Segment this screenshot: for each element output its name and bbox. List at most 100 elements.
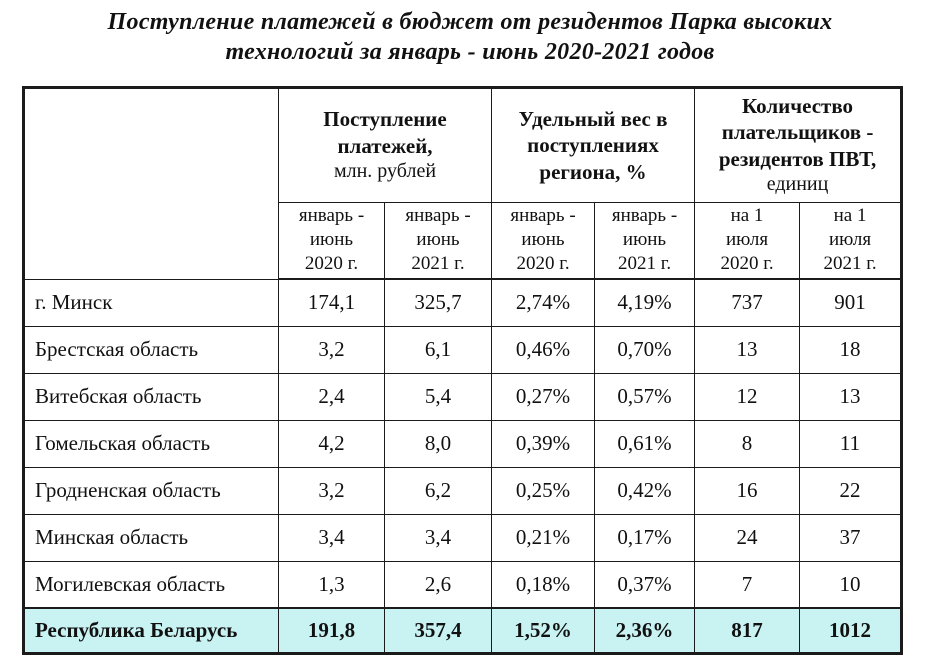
table-row: Могилевская область 1,3 2,6 0,18% 0,37% … — [23, 560, 903, 609]
group-header-payments: Поступление платежей, млн. рублей — [277, 87, 493, 203]
subheader-line: 2020 г. — [720, 253, 774, 275]
subheader-cell: на 1 июля 2020 г. — [694, 201, 801, 281]
subheader-line: июнь — [416, 229, 460, 251]
group-title-line: Поступление — [323, 107, 447, 132]
value-cell: 2,74% — [491, 278, 596, 327]
subheader-line: июнь — [622, 229, 667, 251]
group-subtitle: единиц — [766, 173, 829, 196]
subheader-line: июнь — [521, 229, 565, 251]
total-value-cell: 1,52% — [491, 607, 596, 654]
group-title-line: резидентов ПВТ, — [718, 146, 877, 171]
value-cell: 37 — [799, 513, 903, 562]
value-cell: 4,19% — [594, 278, 696, 327]
value-cell: 8 — [694, 419, 801, 468]
subheader-line: январь - — [611, 204, 678, 226]
value-cell: 11 — [799, 419, 903, 468]
payments-table: Поступление платежей, млн. рублей Удельн… — [22, 86, 904, 655]
value-cell: 2,4 — [278, 372, 385, 421]
value-cell: 0,17% — [594, 513, 696, 562]
subheader-line: июля — [828, 229, 872, 251]
group-title-line: региона, % — [539, 159, 647, 184]
value-cell: 0,42% — [594, 466, 696, 515]
total-row: Республика Беларусь 191,8 357,4 1,52% 2,… — [23, 607, 903, 654]
value-cell: 0,27% — [491, 372, 596, 421]
total-value-cell: 2,36% — [594, 607, 696, 654]
table-row: г. Минск 174,1 325,7 2,74% 4,19% 737 901 — [23, 278, 903, 327]
subheader-line: январь - — [298, 204, 365, 226]
value-cell: 16 — [694, 466, 801, 515]
value-cell: 0,37% — [594, 560, 696, 609]
region-cell: Могилевская область — [23, 560, 279, 609]
subheader-line: январь - — [405, 204, 471, 226]
value-cell: 0,39% — [491, 419, 596, 468]
value-cell: 13 — [799, 372, 903, 421]
subheader-cell: январь - июнь 2020 г. — [491, 201, 596, 281]
group-subtitle: млн. рублей — [333, 160, 437, 183]
group-title-line: платежей, — [337, 133, 433, 158]
region-cell: Гомельская область — [23, 419, 279, 468]
group-header-row: Поступление платежей, млн. рублей Удельн… — [23, 87, 903, 280]
value-cell: 22 — [799, 466, 903, 515]
value-cell: 0,70% — [594, 325, 696, 374]
table-row: Минская область 3,4 3,4 0,21% 0,17% 24 3… — [23, 513, 903, 562]
group-header-share: Удельный вес в поступлениях региона, % — [491, 87, 696, 203]
value-cell: 1,3 — [278, 560, 385, 609]
subheader-cell: на 1 июля 2021 г. — [799, 201, 903, 281]
value-cell: 3,2 — [278, 325, 385, 374]
value-cell: 901 — [799, 278, 903, 327]
subheader-line: 2020 г. — [304, 253, 359, 275]
title-line-1: Поступление платежей в бюджет от резиден… — [107, 9, 833, 35]
total-value-cell: 1012 — [799, 607, 903, 654]
table-row: Гомельская область 4,2 8,0 0,39% 0,61% 8… — [23, 419, 903, 468]
value-cell: 0,57% — [594, 372, 696, 421]
value-cell: 24 — [694, 513, 801, 562]
value-cell: 325,7 — [383, 278, 493, 327]
value-cell: 18 — [799, 325, 903, 374]
subheader-line: на 1 — [833, 204, 867, 226]
region-cell: Витебская область — [23, 372, 279, 421]
value-cell: 174,1 — [278, 278, 385, 327]
page-title: Поступление платежей в бюджет от резиден… — [0, 7, 940, 67]
subheader-line: 2021 г. — [411, 253, 465, 275]
subheader-line: на 1 — [730, 204, 764, 226]
subheader-line: июля — [725, 229, 769, 251]
value-cell: 737 — [694, 278, 801, 327]
value-cell: 0,25% — [491, 466, 596, 515]
subheader-line: 2021 г. — [617, 253, 672, 275]
title-line-2: технологий за январь - июнь 2020-2021 го… — [225, 39, 715, 66]
value-cell: 0,46% — [491, 325, 596, 374]
value-cell: 10 — [799, 560, 903, 609]
group-title-line: плательщиков - — [721, 120, 874, 145]
value-cell: 0,61% — [594, 419, 696, 468]
subheader-cell: январь - июнь 2020 г. — [278, 201, 385, 281]
value-cell: 3,2 — [278, 466, 385, 515]
subheader-line: 2021 г. — [823, 253, 877, 275]
value-cell: 13 — [694, 325, 801, 374]
total-region-cell: Республика Беларусь — [23, 607, 279, 654]
value-cell: 6,2 — [383, 466, 493, 515]
value-cell: 7 — [694, 560, 801, 609]
table-row: Витебская область 2,4 5,4 0,27% 0,57% 12… — [23, 372, 903, 421]
subheader-row: январь - июнь 2020 г. январь - июнь 2021… — [24, 201, 903, 281]
total-value-cell: 191,8 — [278, 607, 385, 654]
corner-cell — [23, 87, 279, 280]
value-cell: 0,18% — [491, 560, 596, 609]
table-row: Гродненская область 3,2 6,2 0,25% 0,42% … — [23, 466, 903, 515]
subheader-line: январь - — [510, 204, 576, 226]
value-cell: 12 — [694, 372, 801, 421]
value-cell: 0,21% — [491, 513, 596, 562]
total-value-cell: 357,4 — [383, 607, 493, 654]
region-cell: Минская область — [23, 513, 279, 562]
value-cell: 6,1 — [383, 325, 493, 374]
region-cell: г. Минск — [23, 278, 279, 327]
subheader-cell: январь - июнь 2021 г. — [383, 201, 493, 281]
value-cell: 3,4 — [278, 513, 385, 562]
subheader-line: 2020 г. — [516, 253, 570, 275]
value-cell: 4,2 — [278, 419, 385, 468]
value-cell: 2,6 — [383, 560, 493, 609]
group-title-line: поступлениях — [527, 133, 659, 158]
group-header-payers: Количество плательщиков - резидентов ПВТ… — [694, 87, 903, 203]
value-cell: 5,4 — [383, 372, 493, 421]
subheader-line: июнь — [309, 229, 354, 251]
value-cell: 8,0 — [383, 419, 493, 468]
